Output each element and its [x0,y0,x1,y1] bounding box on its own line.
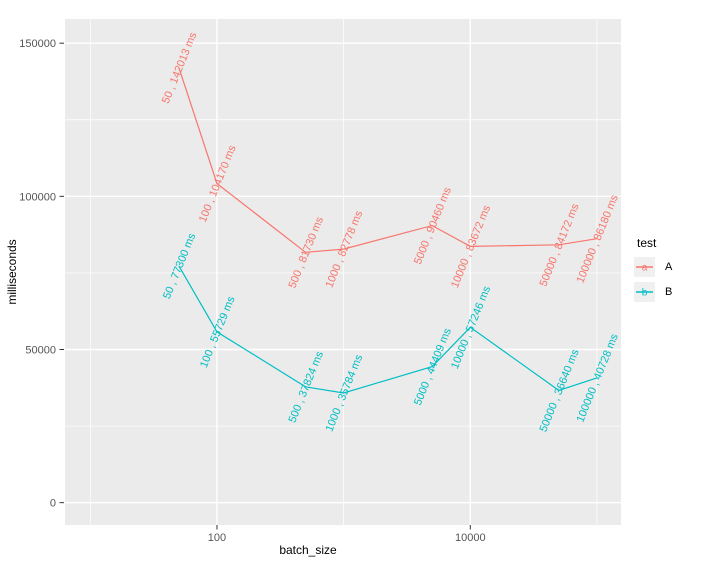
y-tick-label: 0 [50,498,56,510]
series-line-B [178,265,598,394]
legend-key-glyph: a [636,263,653,274]
legend-item-label: B [665,286,673,298]
legend-key-swatch-A: a [634,257,655,277]
y-tick-label: 50000 [25,344,56,356]
x-tick-label: 10000 [455,532,486,544]
legend-letter-glyph: a [642,263,648,274]
y-tick-label: 150000 [19,38,56,50]
y-tick-label: 100000 [19,191,56,203]
legend-key-swatch-B: b [634,282,655,302]
panel-background [65,19,621,525]
x-axis-title: batch_size [279,543,337,557]
legend-letter-glyph: b [642,288,648,299]
legend-title: test [637,236,657,250]
legend-key-glyph: b [636,288,653,299]
x-tick-label: 100 [208,532,226,544]
series-line-A [178,67,597,253]
legend-item-label: A [665,261,673,273]
y-axis-title: milliseconds [5,239,19,304]
